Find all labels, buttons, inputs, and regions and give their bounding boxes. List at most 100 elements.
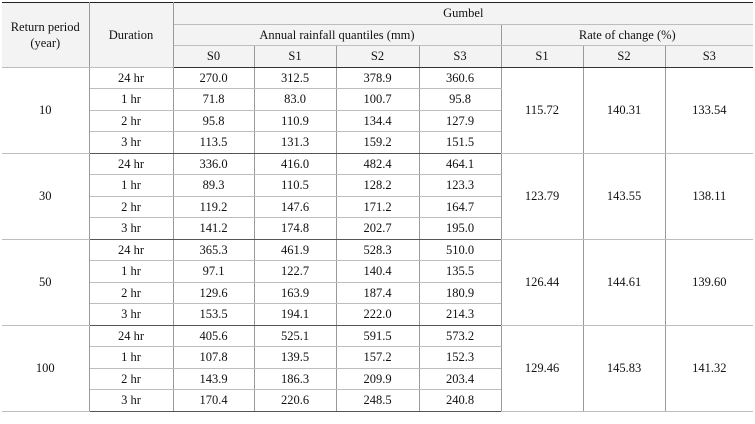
duration-cell: 1 hr — [89, 174, 174, 197]
quantile-s0-cell: 119.2 — [172, 196, 255, 218]
quantile-s2-cell: 591.5 — [335, 324, 420, 347]
table-row: 100 24 hr 405.6 525.1 591.5 573.2 129.46 145.83… — [2, 324, 754, 412]
header-quantile-s2: S2 — [335, 45, 420, 68]
quantile-s3-cell: 135.5 — [418, 260, 501, 283]
rate-s3-cell: 141.32 — [664, 324, 754, 412]
quantile-s0-cell: 153.5 — [172, 303, 255, 326]
rate-s2-cell: 143.55 — [582, 152, 666, 240]
duration-cell: 2 hr — [89, 368, 174, 390]
table-row: 10 24 hr 270.0 312.5 378.9 360.6 115.72 140.31 1… — [2, 66, 754, 154]
rate-s3-cell: 133.54 — [664, 66, 754, 154]
rate-s1-cell: 115.72 — [500, 66, 584, 154]
duration-cell: 24 hr — [88, 152, 174, 175]
quantile-s1-cell: 186.3 — [253, 368, 337, 390]
quantile-s3-cell: 123.3 — [418, 174, 501, 197]
duration-cell: 1 hr — [89, 88, 174, 111]
duration-cell: 3 hr — [89, 217, 174, 240]
quantile-s3-cell: 214.3 — [418, 303, 501, 326]
quantile-s3-cell: 573.2 — [418, 324, 502, 347]
quantile-s2-cell: 202.7 — [335, 217, 420, 240]
header-rate-s1: S1 — [500, 45, 584, 68]
header-duration: Duration — [88, 2, 174, 68]
quantile-s0-cell: 89.3 — [172, 174, 255, 197]
duration-cell: 24 hr — [88, 66, 174, 89]
table-row: 3 hr 113.5 131.3 159.2 151.5 — [2, 131, 753, 154]
duration-cell: 2 hr — [89, 282, 174, 304]
duration-cell: 1 hr — [89, 260, 174, 283]
table-row: 3 hr 141.2 174.8 202.7 195.0 — [2, 217, 753, 240]
quantile-s2-cell: 100.7 — [335, 88, 420, 111]
quantile-s2-cell: 140.4 — [335, 260, 420, 283]
quantile-s2-cell: 128.2 — [335, 174, 420, 197]
table-row: 1 hr 97.1 122.7 140.4 135.5 — [2, 260, 753, 283]
duration-cell: 2 hr — [89, 196, 174, 218]
header-quantile-s0: S0 — [173, 45, 255, 68]
quantile-s3-cell: 151.5 — [418, 131, 501, 154]
quantile-s0-cell: 129.6 — [172, 282, 255, 304]
header-rate-of-change: Rate of change (%) — [500, 24, 754, 46]
quantile-s2-cell: 209.9 — [335, 368, 420, 390]
table-header: Return period (year) Duration Gumbel Ann… — [2, 2, 754, 68]
quantile-s0-cell: 143.9 — [172, 368, 255, 390]
quantile-s2-cell: 187.4 — [335, 282, 420, 304]
quantile-s0-cell: 405.6 — [172, 324, 255, 347]
table-row: 1 hr 107.8 139.5 157.2 152.3 — [2, 346, 753, 369]
quantile-s0-cell: 270.0 — [172, 66, 255, 89]
quantile-s1-cell: 461.9 — [253, 238, 337, 261]
table-row: 2 hr 95.8 110.9 134.4 127.9 — [2, 110, 753, 132]
duration-cell: 1 hr — [89, 346, 174, 369]
quantile-s0-cell: 336.0 — [172, 152, 255, 175]
table-row: 1 hr 71.8 83.0 100.7 95.8 — [2, 88, 753, 111]
table-row: 2 hr 119.2 147.6 171.2 164.7 — [2, 196, 753, 218]
rate-s3-cell: 138.11 — [664, 152, 754, 240]
quantile-s3-cell: 510.0 — [418, 238, 502, 261]
rate-s1-cell: 129.46 — [500, 324, 584, 412]
header-quantile-s3: S3 — [418, 45, 502, 68]
header-rate-s2: S2 — [582, 45, 666, 68]
quantile-s2-cell: 159.2 — [335, 131, 420, 154]
header-rate-s3: S3 — [664, 45, 754, 68]
quantile-s1-cell: 122.7 — [253, 260, 337, 283]
rate-s2-cell: 144.61 — [582, 238, 666, 326]
return-period-cell: 10 — [2, 66, 90, 154]
duration-cell: 3 hr — [89, 389, 174, 412]
quantile-s0-cell: 95.8 — [172, 110, 255, 132]
quantile-s3-cell: 152.3 — [418, 346, 501, 369]
quantile-s2-cell: 222.0 — [335, 303, 420, 326]
quantile-s2-cell: 378.9 — [335, 66, 420, 89]
quantile-s1-cell: 163.9 — [253, 282, 337, 304]
quantile-s0-cell: 107.8 — [172, 346, 255, 369]
header-return-period: Return period (year) — [2, 2, 90, 68]
duration-cell: 3 hr — [89, 131, 174, 154]
table-row: 2 hr 143.9 186.3 209.9 203.4 — [2, 368, 753, 390]
quantile-s0-cell: 170.4 — [172, 389, 255, 412]
rate-s2-cell: 140.31 — [582, 66, 666, 154]
table-row: 30 24 hr 336.0 416.0 482.4 464.1 123.79 143.55 1… — [2, 152, 754, 240]
table-row: 50 24 hr 365.3 461.9 528.3 510.0 126.44 144.61 1… — [2, 238, 754, 326]
table-row: 2 hr 129.6 163.9 187.4 180.9 — [2, 282, 753, 304]
quantile-s1-cell: 525.1 — [253, 324, 337, 347]
rate-s2-cell: 145.83 — [582, 324, 666, 412]
quantile-s1-cell: 312.5 — [253, 66, 337, 89]
quantile-s1-cell: 194.1 — [253, 303, 337, 326]
quantile-s0-cell: 113.5 — [172, 131, 255, 154]
return-period-cell: 50 — [2, 238, 90, 326]
quantile-s1-cell: 131.3 — [253, 131, 337, 154]
quantile-s1-cell: 83.0 — [253, 88, 337, 111]
duration-cell: 2 hr — [89, 110, 174, 132]
duration-cell: 24 hr — [88, 324, 174, 347]
quantile-s3-cell: 127.9 — [418, 110, 501, 132]
table-row: 1 hr 89.3 110.5 128.2 123.3 — [2, 174, 753, 197]
quantile-s3-cell: 164.7 — [418, 196, 501, 218]
quantile-s1-cell: 147.6 — [253, 196, 337, 218]
rate-s3-cell: 139.60 — [664, 238, 754, 326]
table-row: 3 hr 170.4 220.6 248.5 240.8 — [2, 389, 753, 412]
quantile-s0-cell: 141.2 — [172, 217, 255, 240]
quantile-s0-cell: 365.3 — [172, 238, 255, 261]
quantile-s1-cell: 110.9 — [253, 110, 337, 132]
quantile-s1-cell: 416.0 — [253, 152, 337, 175]
quantile-s3-cell: 360.6 — [418, 66, 502, 89]
quantile-s2-cell: 171.2 — [335, 196, 420, 218]
quantile-s2-cell: 248.5 — [335, 389, 420, 412]
return-period-cell: 100 — [2, 324, 90, 412]
